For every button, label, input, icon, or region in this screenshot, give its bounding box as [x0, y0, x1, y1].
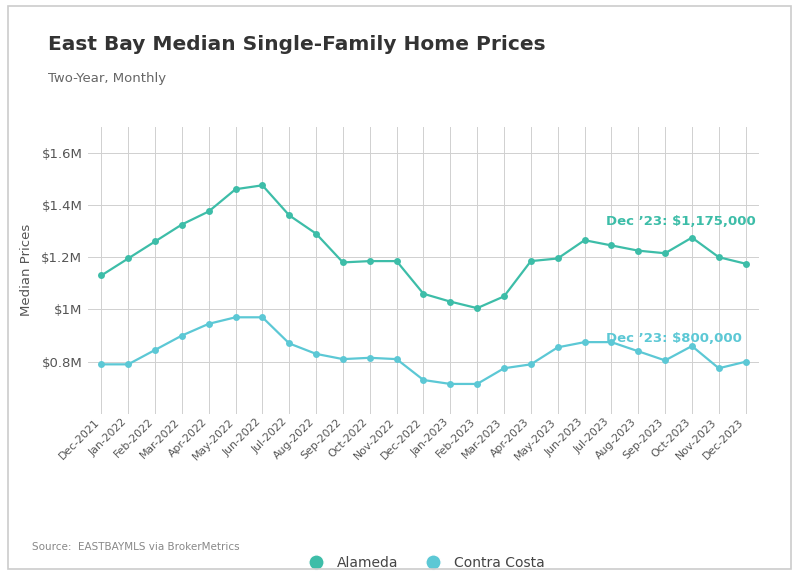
Contra Costa: [338, 356, 348, 363]
Alameda: [338, 259, 348, 266]
Text: Dec ’23: $1,175,000: Dec ’23: $1,175,000: [606, 216, 756, 228]
Alameda: [97, 272, 106, 279]
Text: Source:  EASTBAYMLS via BrokerMetrics: Source: EASTBAYMLS via BrokerMetrics: [32, 542, 240, 552]
Contra Costa: [526, 361, 535, 368]
Alameda: [472, 305, 482, 312]
Text: Two-Year, Monthly: Two-Year, Monthly: [48, 72, 166, 85]
Contra Costa: [284, 340, 294, 347]
Contra Costa: [714, 365, 724, 371]
Alameda: [284, 212, 294, 219]
Contra Costa: [687, 343, 697, 350]
Alameda: [687, 234, 697, 241]
Alameda: [446, 298, 455, 305]
Alameda: [365, 258, 375, 264]
Contra Costa: [150, 347, 160, 354]
Contra Costa: [606, 339, 616, 346]
Contra Costa: [419, 377, 428, 384]
Contra Costa: [123, 361, 133, 368]
Contra Costa: [580, 339, 590, 346]
Text: Dec ’23: $800,000: Dec ’23: $800,000: [606, 332, 742, 345]
Contra Costa: [446, 381, 455, 388]
Alameda: [714, 254, 724, 260]
Alameda: [553, 255, 562, 262]
Contra Costa: [231, 314, 240, 321]
Contra Costa: [97, 361, 106, 368]
Alameda: [580, 237, 590, 244]
Contra Costa: [741, 358, 750, 365]
Alameda: [526, 258, 535, 264]
Contra Costa: [499, 365, 509, 371]
Contra Costa: [553, 344, 562, 351]
Alameda: [204, 208, 213, 215]
Line: Alameda: Alameda: [97, 182, 749, 312]
Text: East Bay Median Single-Family Home Prices: East Bay Median Single-Family Home Price…: [48, 34, 546, 53]
Alameda: [312, 230, 321, 237]
Contra Costa: [634, 348, 643, 355]
Alameda: [177, 221, 187, 228]
Contra Costa: [257, 314, 267, 321]
Contra Costa: [365, 354, 375, 361]
Line: Contra Costa: Contra Costa: [97, 314, 749, 388]
Alameda: [123, 255, 133, 262]
Contra Costa: [392, 356, 401, 363]
Alameda: [257, 182, 267, 189]
Y-axis label: Median Prices: Median Prices: [20, 224, 33, 316]
Alameda: [499, 293, 509, 300]
Alameda: [606, 242, 616, 249]
Contra Costa: [660, 357, 670, 364]
Contra Costa: [472, 381, 482, 388]
Alameda: [634, 247, 643, 254]
Alameda: [392, 258, 401, 264]
Alameda: [419, 290, 428, 297]
Alameda: [741, 260, 750, 267]
Contra Costa: [204, 320, 213, 327]
Alameda: [660, 250, 670, 256]
Legend: Alameda, Contra Costa: Alameda, Contra Costa: [296, 550, 551, 575]
Alameda: [231, 186, 240, 193]
Contra Costa: [312, 350, 321, 357]
Contra Costa: [177, 332, 187, 339]
Alameda: [150, 238, 160, 245]
